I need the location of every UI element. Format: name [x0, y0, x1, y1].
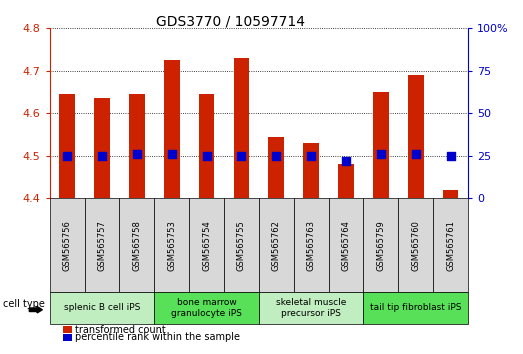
Bar	[234, 58, 249, 198]
Bar	[268, 137, 284, 198]
Bar	[408, 75, 424, 198]
Text: GSM565762: GSM565762	[272, 220, 281, 270]
Text: percentile rank within the sample: percentile rank within the sample	[75, 332, 240, 342]
Text: GSM565758: GSM565758	[132, 220, 141, 270]
Text: transformed count: transformed count	[75, 325, 166, 335]
Text: GDS3770 / 10597714: GDS3770 / 10597714	[156, 14, 304, 28]
Text: GSM565759: GSM565759	[377, 220, 385, 270]
Text: GSM565763: GSM565763	[306, 219, 316, 271]
Bar	[164, 60, 179, 198]
Bar	[443, 190, 459, 198]
Text: bone marrow
granulocyte iPS: bone marrow granulocyte iPS	[171, 298, 242, 318]
Point	[98, 153, 106, 159]
Text: cell type: cell type	[3, 299, 44, 309]
Bar	[338, 164, 354, 198]
Text: GSM565764: GSM565764	[342, 220, 350, 270]
Point	[133, 151, 141, 157]
Point	[307, 153, 315, 159]
Text: GSM565756: GSM565756	[63, 220, 72, 270]
Text: splenic B cell iPS: splenic B cell iPS	[64, 303, 140, 313]
Text: GSM565761: GSM565761	[446, 220, 455, 270]
Bar	[373, 92, 389, 198]
Bar	[199, 94, 214, 198]
Text: GSM565753: GSM565753	[167, 220, 176, 270]
Point	[342, 158, 350, 164]
Point	[272, 153, 280, 159]
Bar	[94, 98, 110, 198]
Point	[167, 151, 176, 157]
Text: GSM565755: GSM565755	[237, 220, 246, 270]
Text: GSM565754: GSM565754	[202, 220, 211, 270]
Bar	[129, 94, 145, 198]
Point	[63, 153, 71, 159]
Bar	[59, 94, 75, 198]
Bar	[303, 143, 319, 198]
Point	[202, 153, 211, 159]
Text: GSM565760: GSM565760	[411, 220, 420, 270]
Point	[412, 151, 420, 157]
Point	[237, 153, 246, 159]
Text: tail tip fibroblast iPS: tail tip fibroblast iPS	[370, 303, 461, 313]
Point	[377, 151, 385, 157]
Text: GSM565757: GSM565757	[97, 220, 107, 270]
Point	[447, 153, 455, 159]
Text: skeletal muscle
precursor iPS: skeletal muscle precursor iPS	[276, 298, 346, 318]
